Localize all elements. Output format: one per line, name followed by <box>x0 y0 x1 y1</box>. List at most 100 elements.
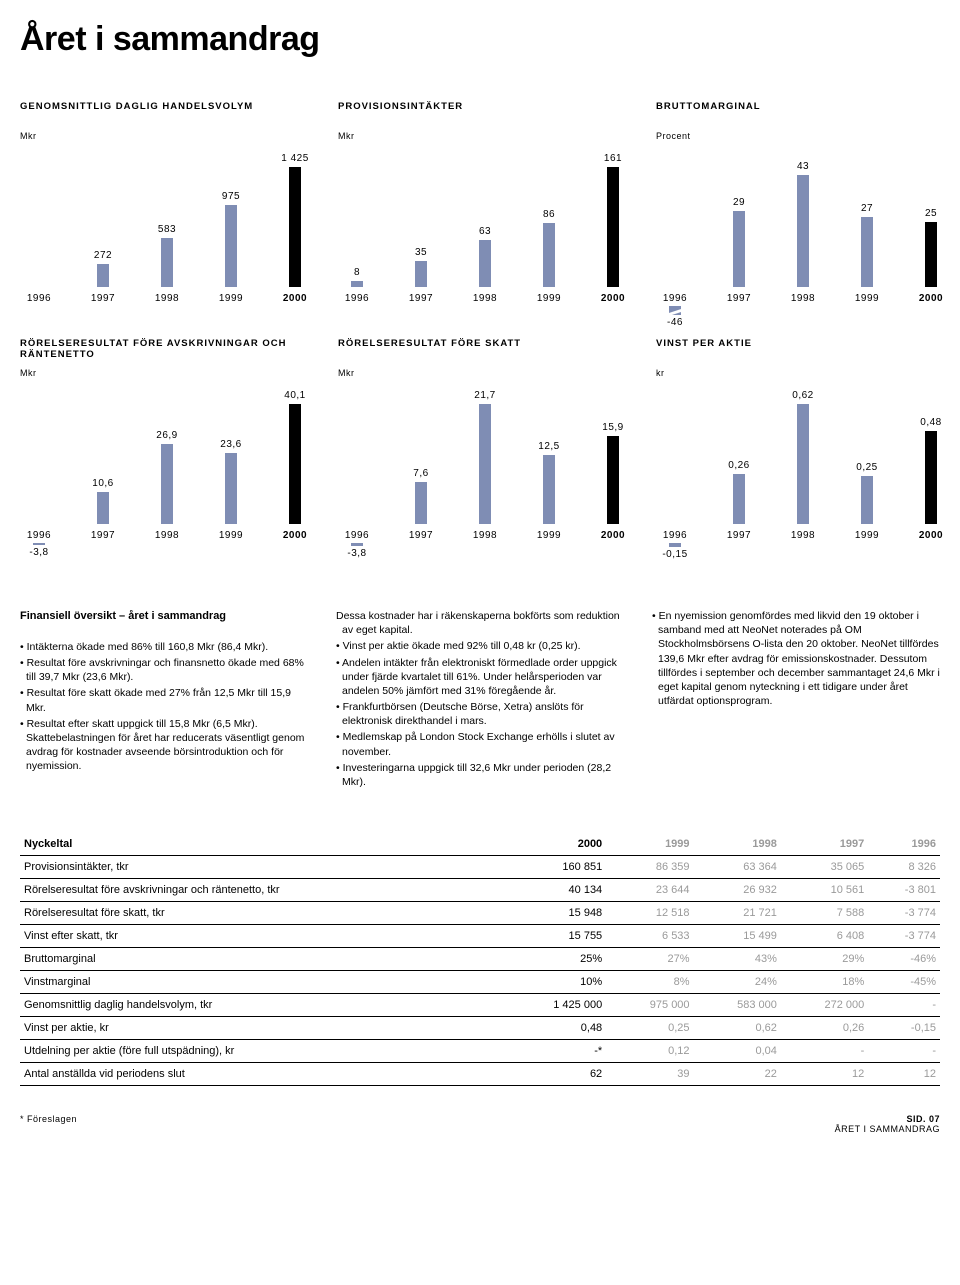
table-cell: Genomsnittlig daglig handelsvolym, tkr <box>20 994 502 1017</box>
text-col-2: • En nyemission genomfördes med likvid d… <box>652 609 940 791</box>
text-bullet: • En nyemission genomfördes med likvid d… <box>652 609 940 708</box>
text-bullet: • Medlemskap på London Stock Exchange er… <box>336 730 624 758</box>
chart-title: VINST PER AKTIE <box>656 338 946 349</box>
table-cell: 10 561 <box>781 879 868 902</box>
bar-value-neg: -46 <box>667 317 683 328</box>
x-label: 1998 <box>470 293 500 304</box>
table-cell: Rörelseresultat före skatt, tkr <box>20 902 502 925</box>
table-cell: 18% <box>781 971 868 994</box>
x-label: 1998 <box>152 293 182 304</box>
bar <box>861 476 873 524</box>
bar-value: 40,1 <box>284 390 305 401</box>
table-cell: 23 644 <box>606 879 693 902</box>
table-cell: -0,15 <box>868 1017 940 1040</box>
x-label: 2000 <box>598 293 628 304</box>
page-title: Året i sammandrag <box>20 20 940 59</box>
text-col-1: Dessa kostnader har i räkenskaperna bokf… <box>336 609 624 791</box>
table-cell: -3 774 <box>868 902 940 925</box>
footnote: * Föreslagen <box>20 1114 77 1134</box>
bar <box>225 205 237 287</box>
chart-title: BRUTTOMARGINAL <box>656 101 946 112</box>
table-cell: Vinst per aktie, kr <box>20 1017 502 1040</box>
x-label: 1998 <box>788 530 818 541</box>
table-cell: 272 000 <box>781 994 868 1017</box>
table-header: 1997 <box>781 833 868 856</box>
bar <box>479 404 491 524</box>
text-col-0: Finansiell översikt – året i sammandrag•… <box>20 609 308 791</box>
bar-value: 86 <box>543 209 555 220</box>
table-row: Vinstmarginal10%8%24%18%-45% <box>20 971 940 994</box>
table-row: Rörelseresultat före skatt, tkr15 94812 … <box>20 902 940 925</box>
text-bullet: • Resultat efter skatt uppgick till 15,8… <box>20 717 308 774</box>
bar-value: 10,6 <box>92 478 113 489</box>
x-label: 1999 <box>534 530 564 541</box>
bar <box>797 404 809 524</box>
chart-title: RÖRELSERESULTAT FÖRE SKATT <box>338 338 628 349</box>
x-label: 2000 <box>598 530 628 541</box>
x-label: 1998 <box>788 293 818 304</box>
x-label: 2000 <box>280 530 310 541</box>
text-bullet: • Frankfurtbörsen (Deutsche Börse, Xetra… <box>336 700 624 728</box>
chart-unit: Mkr <box>20 131 310 141</box>
text-bullet: • Resultat före avskrivningar och finans… <box>20 656 308 684</box>
table-cell: Vinst efter skatt, tkr <box>20 925 502 948</box>
bar <box>351 281 363 287</box>
x-label: 1996 <box>24 293 54 304</box>
table-cell: 6 533 <box>606 925 693 948</box>
bar <box>415 482 427 524</box>
chart-title: RÖRELSERESULTAT FÖRE AVSKRIVNINGAR OCH R… <box>20 338 310 361</box>
text-bullet: • Andelen intäkter från elektroniskt för… <box>336 656 624 699</box>
table-cell: -46% <box>868 948 940 971</box>
bar <box>161 444 173 524</box>
bar <box>733 474 745 524</box>
chart-title: GENOMSNITTLIG DAGLIG HANDELSVOLYM <box>20 101 310 112</box>
bar-value: 15,9 <box>602 422 623 433</box>
x-label: 1997 <box>724 293 754 304</box>
table-cell: 0,62 <box>694 1017 781 1040</box>
text-bullet: • Intäkterna ökade med 86% till 160,8 Mk… <box>20 640 308 654</box>
bar <box>607 167 619 287</box>
x-label: 1997 <box>406 293 436 304</box>
bar <box>607 436 619 524</box>
table-cell: 15 499 <box>694 925 781 948</box>
bar-value: 63 <box>479 226 491 237</box>
bar <box>733 211 745 287</box>
table-cell: 160 851 <box>502 856 606 879</box>
bar <box>97 492 109 524</box>
bar <box>925 222 937 287</box>
bar-value-neg: -3,8 <box>347 548 366 559</box>
chart-5: VINST PER AKTIEkr0,260,620,250,481996199… <box>656 338 946 565</box>
x-label: 1999 <box>852 293 882 304</box>
table-cell: 24% <box>694 971 781 994</box>
bar-value: 583 <box>158 224 176 235</box>
bar-value: 975 <box>222 191 240 202</box>
table-cell: 10% <box>502 971 606 994</box>
x-label: 1999 <box>216 293 246 304</box>
x-label: 1999 <box>216 530 246 541</box>
table-cell: Bruttomarginal <box>20 948 502 971</box>
table-header: 1998 <box>694 833 781 856</box>
table-header: 1996 <box>868 833 940 856</box>
bar-value: 29 <box>733 197 745 208</box>
x-label: 1998 <box>152 530 182 541</box>
text-bullet: • Vinst per aktie ökade med 92% till 0,4… <box>336 639 624 653</box>
x-label: 1997 <box>406 530 436 541</box>
table-cell: 6 408 <box>781 925 868 948</box>
x-label: 1996 <box>342 293 372 304</box>
key-figures-table: Nyckeltal20001999199819971996Provisionsi… <box>20 833 940 1086</box>
x-label: 2000 <box>916 293 946 304</box>
bar-value: 21,7 <box>474 390 495 401</box>
bar-value: 25 <box>925 208 937 219</box>
table-row: Rörelseresultat före avskrivningar och r… <box>20 879 940 902</box>
table-cell: - <box>781 1040 868 1063</box>
table-cell: 40 134 <box>502 879 606 902</box>
bar-value-neg: -3,8 <box>29 547 48 558</box>
table-cell: 22 <box>694 1063 781 1086</box>
table-cell: 25% <box>502 948 606 971</box>
table-cell: 12 518 <box>606 902 693 925</box>
table-cell: 26 932 <box>694 879 781 902</box>
table-cell: 86 359 <box>606 856 693 879</box>
chart-2: BRUTTOMARGINALProcent2943272519961997199… <box>656 101 946 328</box>
table-cell: 27% <box>606 948 693 971</box>
chart-unit: Mkr <box>338 131 628 141</box>
